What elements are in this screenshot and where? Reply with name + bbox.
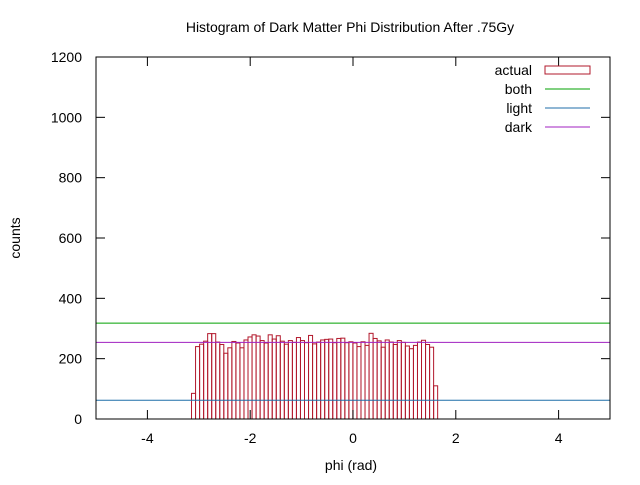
histogram-bar	[295, 337, 301, 420]
histogram-bar	[291, 341, 297, 420]
histogram-bar	[408, 348, 414, 420]
histogram-bar	[308, 334, 314, 420]
histogram-bar	[412, 344, 418, 420]
histogram-bar	[275, 335, 281, 420]
legend-swatch-actual	[544, 65, 591, 75]
chart-title: Histogram of Dark Matter Phi Distributio…	[186, 19, 514, 35]
histogram-bar	[279, 340, 285, 420]
histogram-bar	[421, 339, 427, 420]
x-tick-label: -4	[141, 430, 154, 446]
histogram-bar	[235, 342, 241, 420]
histogram-bar	[227, 347, 233, 420]
histogram-bar	[396, 340, 402, 420]
histogram-bar	[195, 346, 201, 420]
histogram-bar	[191, 392, 197, 420]
histogram-bar	[328, 338, 334, 420]
histogram-bar	[416, 341, 423, 420]
histogram-bar	[215, 341, 221, 420]
x-tick-label: -2	[244, 430, 257, 446]
histogram-bar	[392, 343, 398, 420]
legend-label-light: light	[506, 100, 532, 116]
histogram-bar	[336, 337, 342, 420]
histogram-bar	[332, 342, 338, 420]
histogram-bar	[223, 352, 229, 420]
histogram-bar	[247, 336, 253, 420]
histogram-bar	[312, 343, 318, 420]
histogram-bar	[299, 340, 305, 420]
y-axis-label: counts	[7, 217, 23, 258]
legend-label-dark: dark	[505, 119, 533, 135]
legend: actual both light dark	[495, 62, 591, 135]
histogram-bar	[259, 340, 265, 420]
histogram-bar	[400, 341, 406, 420]
histogram-bar	[388, 341, 394, 420]
histogram-bar	[368, 332, 374, 420]
histogram-bar	[255, 335, 261, 420]
histogram-bar	[356, 346, 362, 420]
histogram-bar	[199, 343, 205, 420]
histogram-bar	[231, 340, 237, 420]
histogram-bar	[324, 338, 330, 420]
histogram-bar	[283, 343, 289, 420]
histogram-bar	[271, 338, 277, 420]
y-tick-label: 1000	[51, 109, 82, 125]
legend-label-both: both	[505, 81, 532, 97]
axes: 0 200 400 600 800 1000 1200 -4 -2 0 2 4	[51, 49, 611, 446]
histogram-bar	[384, 339, 390, 420]
y-tick-label: 0	[74, 411, 82, 427]
x-tick-label: 4	[555, 430, 563, 446]
histogram-bar	[207, 333, 213, 420]
histogram-bar	[287, 340, 293, 420]
histogram-bar	[316, 341, 322, 420]
y-tick-label: 400	[59, 290, 83, 306]
histogram-bar	[433, 385, 439, 420]
histogram-bar	[263, 342, 269, 420]
y-tick-label: 800	[59, 170, 83, 186]
histogram-bar	[380, 346, 386, 420]
histogram-bar	[243, 339, 249, 420]
histogram-bar	[376, 340, 382, 420]
histogram-bar	[251, 334, 257, 420]
histogram-bar	[425, 343, 431, 420]
fit-lines	[96, 322, 610, 401]
y-tick-label: 200	[59, 351, 83, 367]
histogram-bar	[340, 337, 346, 420]
histogram-bar	[239, 347, 245, 420]
x-axis-label: phi (rad)	[325, 457, 377, 473]
histogram-bar	[203, 340, 209, 420]
histogram-bar	[344, 342, 350, 420]
histogram-bar	[348, 341, 354, 420]
histogram-bar	[303, 342, 310, 420]
y-tick-label: 1200	[51, 49, 82, 65]
histogram-bar	[352, 342, 358, 420]
histogram-bar	[364, 344, 370, 420]
x-tick-label: 2	[452, 430, 460, 446]
histogram-bar	[219, 343, 225, 420]
histogram-bar	[404, 345, 410, 420]
histogram-bar	[267, 334, 273, 420]
histogram-bar	[211, 333, 217, 420]
legend-label-actual: actual	[495, 62, 532, 78]
histogram-bar	[429, 346, 435, 420]
histogram-bar	[320, 339, 326, 420]
x-tick-label: 0	[349, 430, 357, 446]
histogram-bar	[360, 341, 366, 420]
histogram-bars	[191, 332, 439, 420]
histogram-bar	[372, 337, 378, 420]
y-tick-label: 600	[59, 230, 83, 246]
